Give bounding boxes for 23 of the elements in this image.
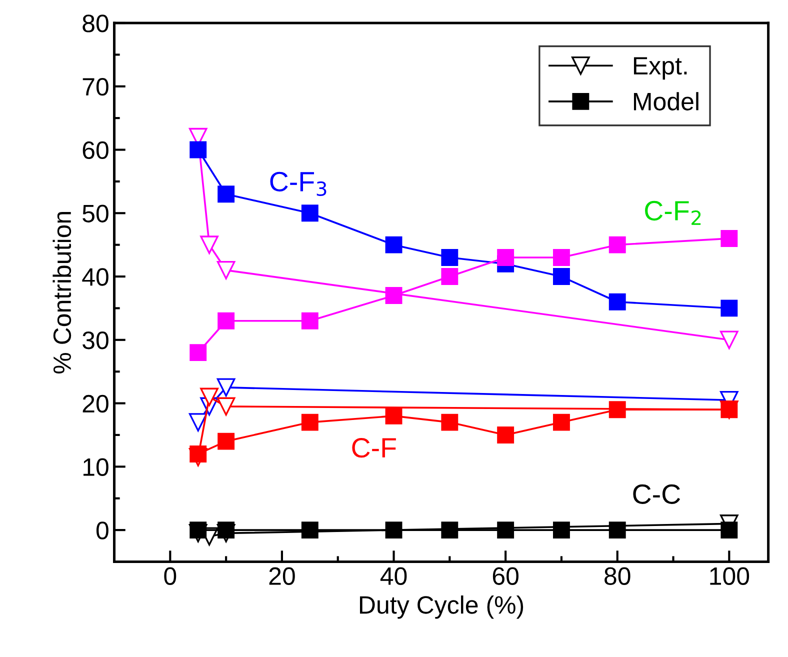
x-tick-label: 20 [269,567,295,585]
x-tick-label: 60 [492,567,518,585]
annotation: C-C [633,484,680,504]
legend-label: Expt. [634,57,687,80]
y-tick-label: 40 [82,268,108,286]
annotation: C-F [352,438,396,458]
annotation: C-F$_{2}$ [645,200,701,225]
y-tick-label: 30 [82,332,108,350]
y-tick-label: 0 [96,522,108,540]
annotation: C-F$_{3}$ [270,172,326,196]
y-tick-label: 60 [82,141,108,160]
y-axis-title: % Contribution [52,212,72,374]
y-tick-label: 20 [82,394,108,413]
y-tick-label: 50 [82,204,108,222]
y-tick-label: 80 [82,14,108,32]
x-tick-label: 40 [380,567,407,585]
x-tick-label: 100 [710,567,750,585]
x-axis-title: Duty Cycle (%) [360,595,524,619]
x-tick-label: 80 [604,567,630,585]
y-tick-label: 10 [84,458,108,476]
y-tick-label: 70 [82,78,108,96]
x-tick-label: 0 [164,567,176,585]
legend-label: Model [634,92,698,110]
